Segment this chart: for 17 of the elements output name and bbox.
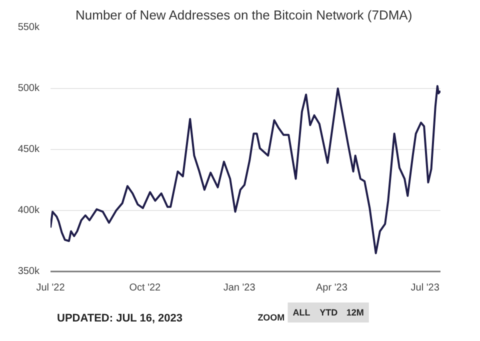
text: ALL: [292, 308, 311, 318]
x-tick-label: Apr '23: [316, 282, 348, 294]
text: 12M: [346, 308, 364, 318]
y-tick-label: 400k: [18, 205, 40, 216]
text: UPDATED: JUL 16, 2023: [57, 312, 183, 324]
y-tick-label: 350k: [18, 266, 40, 277]
x-tick-label: Jul '22: [36, 282, 66, 294]
x-tick-label: Jul '23: [410, 282, 440, 294]
x-tick-label: Jan '23: [223, 282, 256, 294]
x-tick-label: Oct '22: [129, 282, 162, 294]
y-tick-label: 450k: [18, 144, 40, 155]
y-tick-label: 550k: [18, 22, 40, 33]
line-series: [50, 85, 440, 254]
chart-title: Number of New Addresses on the Bitcoin Network (7DMA): [76, 8, 412, 22]
y-tick-label: 500k: [18, 83, 40, 94]
text: YTD: [320, 308, 338, 318]
text: ZOOM: [258, 312, 285, 322]
